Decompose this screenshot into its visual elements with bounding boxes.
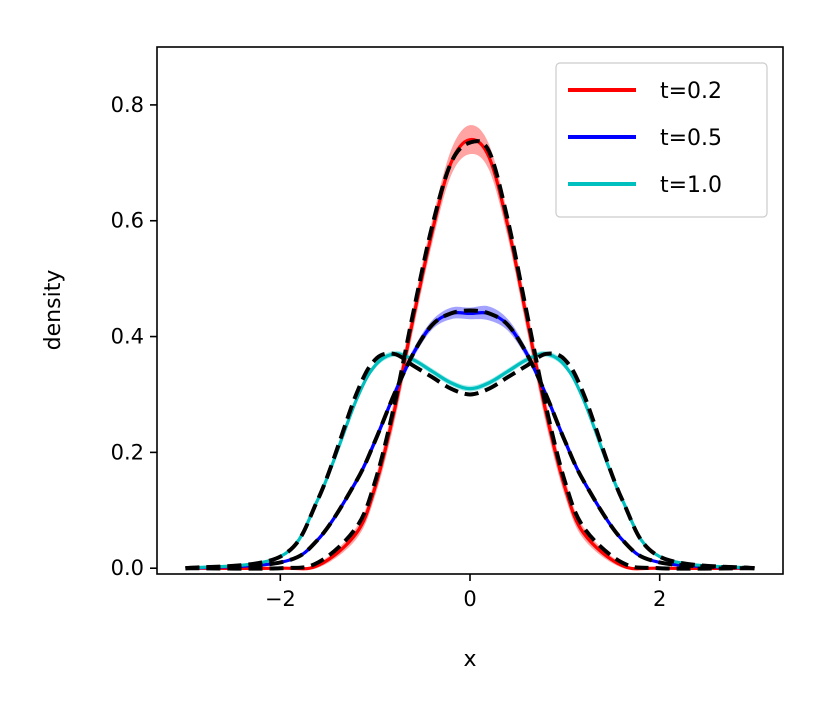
y-tick-label: 0.0 — [111, 556, 144, 580]
x-tick-label: 0 — [463, 587, 476, 611]
reference-line-series-3 — [185, 351, 755, 571]
x-tick-label: 2 — [653, 587, 666, 611]
legend-label-series-3: t=1.0 — [660, 173, 722, 198]
x-axis-label: x — [463, 647, 476, 672]
line-series-3 — [185, 352, 755, 570]
legend-label-series-2: t=0.5 — [660, 126, 722, 151]
reference-line-series-1 — [185, 139, 755, 571]
line-series-1 — [185, 137, 755, 571]
density-lines — [185, 137, 755, 571]
legend: t=0.2 t=0.5 t=1.0 — [555, 62, 768, 218]
y-tick-label: 0.6 — [111, 209, 144, 233]
band-series-2 — [185, 305, 755, 569]
y-axis-label: density — [41, 270, 66, 351]
y-tick-label: 0.8 — [111, 93, 144, 117]
y-tick-label: 0.2 — [111, 440, 144, 464]
x-tick-label: −2 — [265, 587, 296, 611]
band-series-3 — [185, 350, 755, 569]
y-axis-ticks: 0.0 0.2 0.4 0.6 0.8 — [111, 93, 157, 580]
x-axis-ticks: −2 0 2 — [265, 574, 666, 611]
legend-box — [555, 62, 768, 218]
reference-line-series-2 — [185, 308, 755, 571]
reference-dashed-lines — [185, 139, 755, 571]
y-tick-label: 0.4 — [111, 325, 144, 349]
line-series-2 — [185, 310, 755, 570]
legend-label-series-1: t=0.2 — [660, 79, 722, 104]
